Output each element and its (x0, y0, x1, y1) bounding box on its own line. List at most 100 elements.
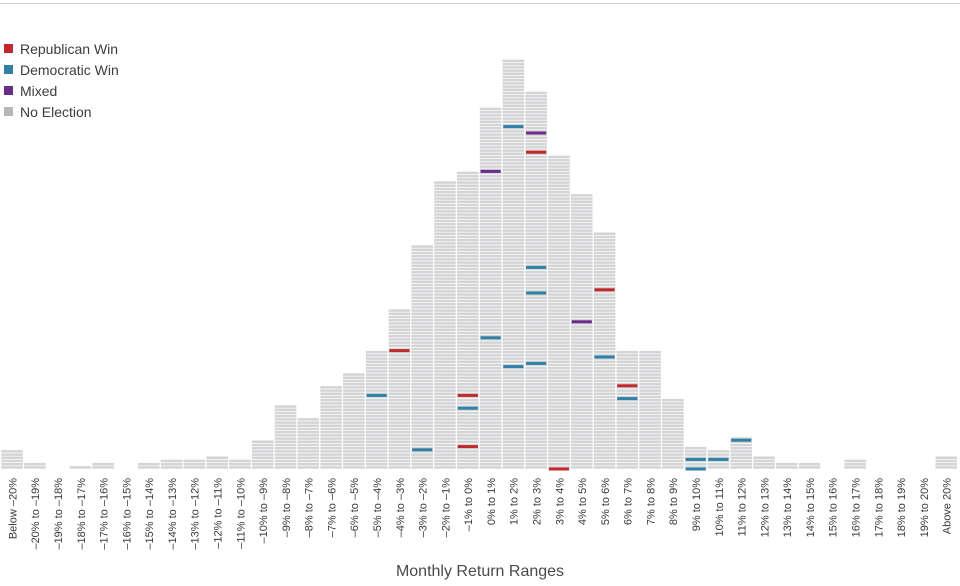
legend-label: No Election (20, 103, 92, 120)
x-tick-label: 11% to 12% (737, 478, 749, 537)
bar (296, 417, 320, 470)
x-tick-label: –8% to –7% (304, 478, 316, 538)
election-mark (708, 457, 729, 461)
election-mark (457, 445, 478, 449)
x-axis-title: Monthly Return Ranges (395, 563, 565, 580)
x-tick-label: –10% to –9% (258, 478, 270, 544)
x-tick-label: –6% to –5% (349, 478, 361, 538)
x-tick-label: 9% to 10% (691, 478, 703, 531)
election-mark (480, 336, 501, 340)
x-tick-label: –17% to –16% (99, 478, 111, 550)
legend: Republican Win Democratic Win Mixed No E… (4, 38, 119, 122)
bar (0, 449, 24, 470)
bar (479, 107, 502, 470)
bar (798, 462, 821, 470)
bar (843, 459, 867, 470)
bar (638, 350, 662, 470)
x-tick-label: –9% to –8% (281, 478, 293, 538)
election-mark (503, 125, 524, 129)
legend-item-democratic: Democratic Win (4, 59, 119, 80)
bar (684, 446, 708, 470)
election-mark (526, 150, 547, 154)
democratic-swatch-icon (4, 65, 13, 74)
bar (593, 231, 616, 470)
x-tick-label: 12% to 13% (759, 478, 771, 538)
x-tick-label: 4% to 5% (577, 478, 589, 525)
legend-item-mixed: Mixed (4, 80, 119, 101)
bar (342, 372, 366, 470)
bar (160, 459, 183, 470)
bar (524, 91, 548, 470)
election-mark (526, 361, 547, 365)
bar (91, 462, 115, 470)
x-tick-label: 6% to 7% (623, 478, 635, 525)
x-tick-label: 7% to 8% (645, 478, 657, 525)
x-tick-label: –5% to –4% (372, 478, 384, 538)
x-tick-label: 16% to 17% (850, 478, 862, 538)
bars-group (0, 59, 958, 470)
x-tick-label: 13% to 14% (782, 478, 794, 538)
x-tick-label: 15% to 16% (828, 478, 840, 538)
bar (228, 459, 252, 470)
bar-body (843, 459, 867, 470)
bar (752, 455, 776, 470)
x-tick-label: –18% to –17% (76, 478, 88, 550)
x-tick-label: –15% to –14% (144, 478, 156, 550)
x-tick-label: 3% to 4% (554, 478, 566, 525)
x-tick-label: Below –20% (7, 478, 19, 539)
bar (205, 455, 229, 470)
election-mark (617, 384, 638, 388)
bar (274, 404, 297, 470)
x-tick-label: –1% to 0% (463, 478, 475, 531)
election-mark (571, 320, 592, 324)
election-mark (731, 438, 752, 442)
bar-body (251, 439, 275, 470)
bar (69, 465, 92, 470)
no-election-swatch-icon (4, 107, 13, 116)
bar (615, 350, 639, 470)
bar (365, 350, 389, 470)
x-tick-label: –16% to –15% (121, 478, 133, 550)
bar (547, 155, 571, 470)
legend-label: Mixed (20, 82, 58, 99)
legend-label: Democratic Win (20, 61, 119, 78)
election-mark (617, 397, 638, 401)
x-tick-labels-group: Below –20% –20% to –19% –19% to –18% –18% t… (7, 478, 953, 550)
bar (501, 59, 525, 470)
x-tick-label: Above 20% (942, 478, 954, 534)
x-tick-label: –20% to –19% (30, 478, 42, 550)
bar (433, 180, 457, 470)
bar (934, 455, 958, 470)
x-tick-label: –4% to –3% (395, 478, 407, 538)
legend-item-republican: Republican Win (4, 38, 119, 59)
bar (251, 439, 275, 470)
x-tick-label: 18% to 19% (896, 478, 908, 538)
x-tick-label: 14% to 15% (805, 478, 817, 538)
legend-item-no-election: No Election (4, 101, 119, 122)
election-mark (389, 349, 410, 353)
election-mark (526, 131, 547, 135)
election-mark (685, 467, 706, 471)
mixed-swatch-icon (4, 86, 13, 95)
election-mark (366, 393, 387, 397)
bar-body (365, 350, 389, 470)
bar (661, 398, 685, 470)
x-tick-label: –7% to –6% (326, 478, 338, 538)
x-tick-label: –3% to –2% (418, 478, 430, 538)
x-tick-label: –19% to –18% (53, 478, 65, 550)
top-rule (0, 3, 960, 4)
election-mark (457, 406, 478, 410)
bar (775, 462, 799, 470)
bar (388, 308, 411, 470)
x-tick-label: –14% to –13% (167, 478, 179, 550)
election-mark (685, 457, 706, 461)
bar (137, 462, 161, 470)
bar-body (160, 459, 183, 470)
election-mark (594, 355, 615, 359)
bar-body (638, 350, 662, 470)
x-tick-label: 5% to 6% (600, 478, 612, 525)
bar (182, 459, 206, 470)
election-mark (526, 265, 547, 269)
election-mark (548, 467, 570, 471)
